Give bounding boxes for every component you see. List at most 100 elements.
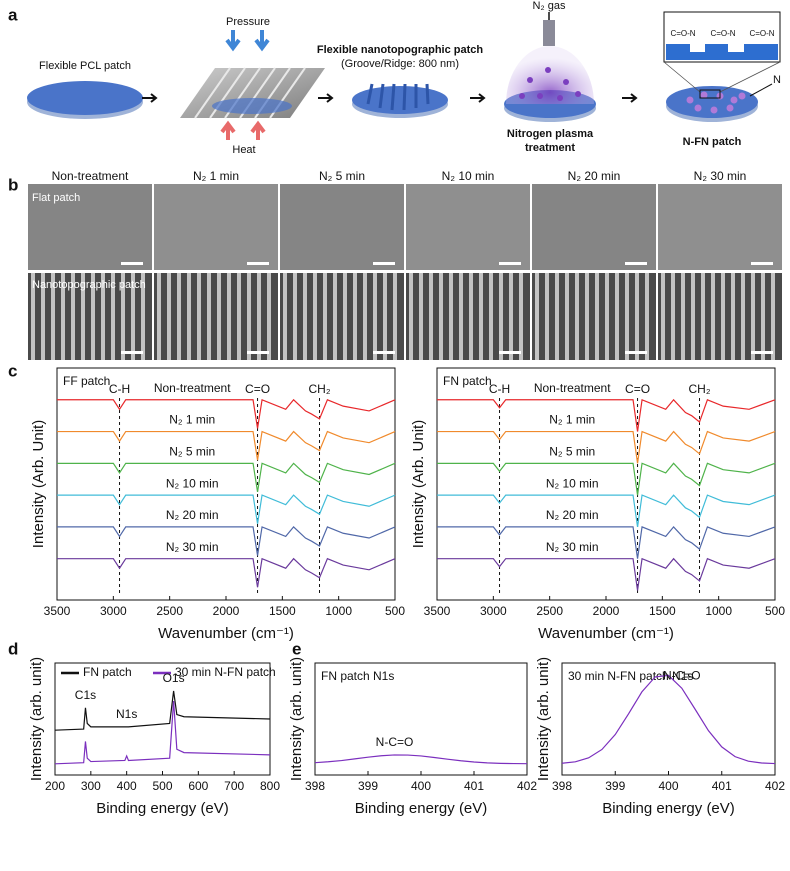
- ridge: [545, 273, 549, 360]
- ridge: [167, 273, 171, 360]
- ridge: [323, 273, 327, 360]
- ridge: [691, 273, 695, 360]
- ridge: [499, 273, 503, 360]
- heat-label: Heat: [232, 144, 255, 156]
- column-header: N₂ 20 min: [568, 169, 621, 183]
- ridge: [283, 273, 287, 360]
- ridge: [333, 273, 337, 360]
- ridge: [111, 273, 115, 360]
- series-label: N₂ 5 min: [169, 445, 215, 459]
- y-axis-label: Intensity (arb. unit): [535, 657, 552, 781]
- ridge: [635, 273, 639, 360]
- x-tick-label: 1500: [649, 604, 676, 618]
- y-axis-label: Intensity (arb. unit): [28, 657, 45, 781]
- ridge: [615, 273, 619, 360]
- scale-bar: [121, 262, 143, 265]
- ridge: [207, 273, 211, 360]
- ridge: [595, 273, 599, 360]
- legend-label: 30 min N-FN patch: [175, 665, 276, 679]
- x-tick-label: 500: [765, 604, 785, 618]
- ridge: [177, 273, 181, 360]
- series-line: [314, 754, 528, 765]
- panel-a-art: [27, 11, 781, 140]
- panel-label: d: [8, 639, 18, 658]
- ridge: [303, 273, 307, 360]
- y-axis-label: Intensity (Arb. Unit): [30, 420, 47, 548]
- sem-image: [154, 184, 278, 270]
- scale-bar: [247, 262, 269, 265]
- ridge: [469, 273, 473, 360]
- column-header: N₂ 30 min: [694, 169, 747, 183]
- ridge: [393, 273, 397, 360]
- y-axis-label: Intensity (arb. unit): [288, 657, 305, 781]
- ridge: [71, 273, 75, 360]
- x-tick-label: 800: [260, 779, 280, 793]
- x-tick-label: 300: [81, 779, 101, 793]
- ridge: [671, 273, 675, 360]
- series-label: N₂ 30 min: [546, 540, 599, 554]
- series-label: N₂ 1 min: [169, 413, 215, 427]
- step-title: N-FN patch: [683, 136, 742, 148]
- series-line: [437, 557, 776, 591]
- series-line: [54, 701, 271, 765]
- x-tick-label: 400: [658, 779, 678, 793]
- column-header: N₂ 10 min: [442, 169, 495, 183]
- ridge: [479, 273, 483, 360]
- ridge: [555, 273, 559, 360]
- row-label: Nanotopographic patch: [32, 279, 146, 291]
- ridge: [217, 273, 221, 360]
- step-label: Flexible PCL patch: [39, 60, 131, 72]
- ridge: [343, 273, 347, 360]
- ridge: [409, 273, 413, 360]
- x-tick-label: 3500: [44, 604, 71, 618]
- ridge: [419, 273, 423, 360]
- x-tick-label: 2500: [536, 604, 563, 618]
- x-tick-label: 3500: [424, 604, 451, 618]
- series-line: [57, 557, 396, 588]
- panel-label: a: [8, 5, 18, 24]
- ridge: [771, 273, 775, 360]
- x-tick-label: 402: [517, 779, 537, 793]
- ridge: [131, 273, 135, 360]
- ridge: [293, 273, 297, 360]
- x-tick-label: 1000: [325, 604, 352, 618]
- ridge: [197, 273, 201, 360]
- peak-label: O1s: [163, 671, 185, 685]
- series-label: N₂ 20 min: [546, 508, 599, 522]
- series-line: [57, 430, 396, 461]
- inset-label: C=O-N: [749, 29, 774, 38]
- series-line: [437, 525, 776, 559]
- ridge: [257, 273, 261, 360]
- series-line: [437, 430, 776, 464]
- series-line: [437, 462, 776, 496]
- x-tick-label: 399: [605, 779, 625, 793]
- ridge: [535, 273, 539, 360]
- n-label: N: [773, 74, 781, 86]
- pressure-label: Pressure: [226, 16, 270, 28]
- sem-image: [280, 184, 404, 270]
- ridge: [157, 273, 161, 360]
- x-tick-label: 500: [385, 604, 405, 618]
- series-label: N₂ 20 min: [166, 508, 219, 522]
- ridge: [237, 273, 241, 360]
- series-label: N₂ 5 min: [549, 445, 595, 459]
- panel-label: b: [8, 175, 18, 194]
- series-label: N₂ 10 min: [166, 476, 219, 490]
- ridge: [121, 273, 125, 360]
- ridge: [353, 273, 357, 360]
- sem-image: [28, 184, 152, 270]
- peak-marker-label: CH₂: [689, 382, 711, 396]
- peak-marker-label: C-H: [489, 382, 510, 396]
- scale-bar: [247, 351, 269, 354]
- x-tick-label: 3000: [100, 604, 127, 618]
- panel-label: e: [292, 639, 301, 658]
- ridge: [439, 273, 443, 360]
- peak-marker-label: C=O: [625, 382, 650, 396]
- ridge: [267, 273, 271, 360]
- ridge: [605, 273, 609, 360]
- series-line: [57, 494, 396, 524]
- chart-title: FN patch N1s: [321, 669, 394, 683]
- ridge: [61, 273, 65, 360]
- ridge: [449, 273, 453, 360]
- ridge: [459, 273, 463, 360]
